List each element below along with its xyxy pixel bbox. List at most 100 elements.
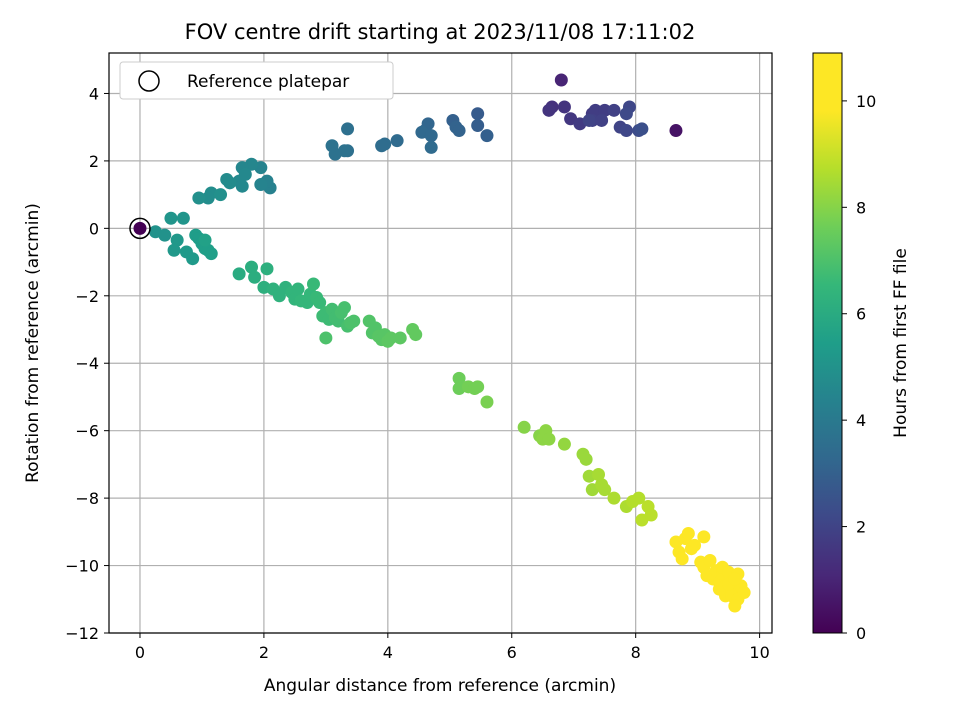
chart-title: FOV centre drift starting at 2023/11/08 … (185, 20, 696, 44)
data-point (592, 468, 606, 482)
data-point (235, 179, 249, 193)
data-point (201, 191, 215, 205)
data-point (582, 113, 596, 127)
legend-box (119, 61, 394, 100)
data-point (517, 420, 531, 434)
data-point (728, 572, 742, 586)
data-point (588, 103, 602, 117)
x-tick-label: 6 (507, 643, 517, 662)
y-axis-title: Rotation from reference (arcmin) (23, 203, 43, 483)
x-tick-label: 4 (383, 643, 393, 662)
data-point (688, 538, 702, 552)
data-point (554, 73, 568, 87)
data-point (675, 552, 689, 566)
x-tick-label: 10 (749, 643, 769, 662)
data-point (452, 124, 466, 138)
data-point (681, 527, 695, 541)
data-point (393, 331, 407, 345)
data-point (198, 233, 212, 247)
x-axis: 0 2 4 6 8 10 (135, 633, 770, 662)
data-point (737, 586, 751, 600)
data-point (186, 252, 200, 266)
colorbar-tick-label: 4 (856, 411, 866, 430)
data-point (319, 331, 333, 345)
y-tick-label: 2 (89, 152, 99, 171)
data-point (214, 188, 228, 202)
data-point (158, 228, 172, 242)
data-point (598, 103, 612, 117)
x-tick-label: 2 (259, 643, 269, 662)
data-point (220, 172, 234, 186)
y-tick-label: −2 (75, 287, 99, 306)
colorbar: 0 2 4 6 8 10 Hours from first FF file (812, 52, 911, 643)
legend: Reference platepar (119, 61, 394, 100)
data-point (409, 328, 423, 342)
data-point (192, 191, 206, 205)
data-point (471, 107, 485, 121)
x-tick-label: 8 (631, 643, 641, 662)
plot-frame (108, 52, 773, 634)
data-point (424, 140, 438, 154)
y-tick-label: −4 (75, 354, 99, 373)
data-point (375, 139, 389, 153)
data-point (619, 107, 633, 121)
y-tick-label: −6 (75, 422, 99, 441)
colorbar-tick-label: 8 (856, 198, 866, 217)
data-point (260, 262, 274, 276)
data-point (167, 243, 181, 257)
x-tick-label: 0 (135, 643, 145, 662)
y-tick-label: −8 (75, 489, 99, 508)
data-point (542, 432, 556, 446)
data-point (238, 167, 252, 181)
data-point (313, 296, 327, 310)
data-point (471, 380, 485, 394)
data-point (384, 331, 398, 345)
data-point (542, 103, 556, 117)
data-point (341, 122, 355, 136)
y-axis: −12 −10 −8 −6 −4 −2 0 2 4 (65, 84, 109, 643)
data-point (245, 260, 259, 274)
y-tick-label: −10 (65, 557, 99, 576)
data-point (204, 247, 218, 261)
data-point (728, 599, 742, 613)
colorbar-tick-label: 6 (856, 305, 866, 324)
data-point (424, 129, 438, 143)
data-point (390, 134, 404, 148)
y-tick-label: −12 (65, 624, 99, 643)
y-tick-label: 4 (89, 84, 99, 103)
colorbar-gradient (812, 52, 843, 634)
data-point (248, 270, 262, 284)
y-tick-label: 0 (89, 219, 99, 238)
data-point (452, 371, 466, 385)
data-point (557, 437, 571, 451)
colorbar-title: Hours from first FF file (891, 248, 911, 438)
data-point (703, 554, 717, 567)
data-point (325, 139, 339, 153)
legend-label: Reference platepar (187, 72, 349, 92)
data-point (619, 124, 633, 138)
data-point (579, 452, 593, 466)
data-point (347, 314, 361, 328)
data-point (232, 267, 246, 281)
data-point (176, 211, 190, 225)
x-axis-title: Angular distance from reference (arcmin) (264, 676, 616, 696)
data-point (595, 113, 609, 127)
data-point (306, 277, 320, 291)
data-point (644, 508, 658, 522)
legend-marker (138, 70, 160, 92)
colorbar-tick-label: 10 (856, 92, 876, 111)
data-point (598, 483, 612, 497)
data-point (607, 491, 621, 505)
grid-lines (109, 53, 772, 634)
data-point (254, 178, 268, 192)
data-point (557, 100, 571, 114)
data-point (607, 103, 621, 117)
colorbar-tick-label: 0 (856, 624, 866, 643)
data-point (337, 301, 351, 315)
data-point (480, 129, 494, 143)
colorbar-ticks: 0 2 4 6 8 10 (842, 92, 876, 643)
data-point (164, 211, 178, 225)
data-point (632, 491, 646, 505)
data-point (635, 122, 649, 136)
